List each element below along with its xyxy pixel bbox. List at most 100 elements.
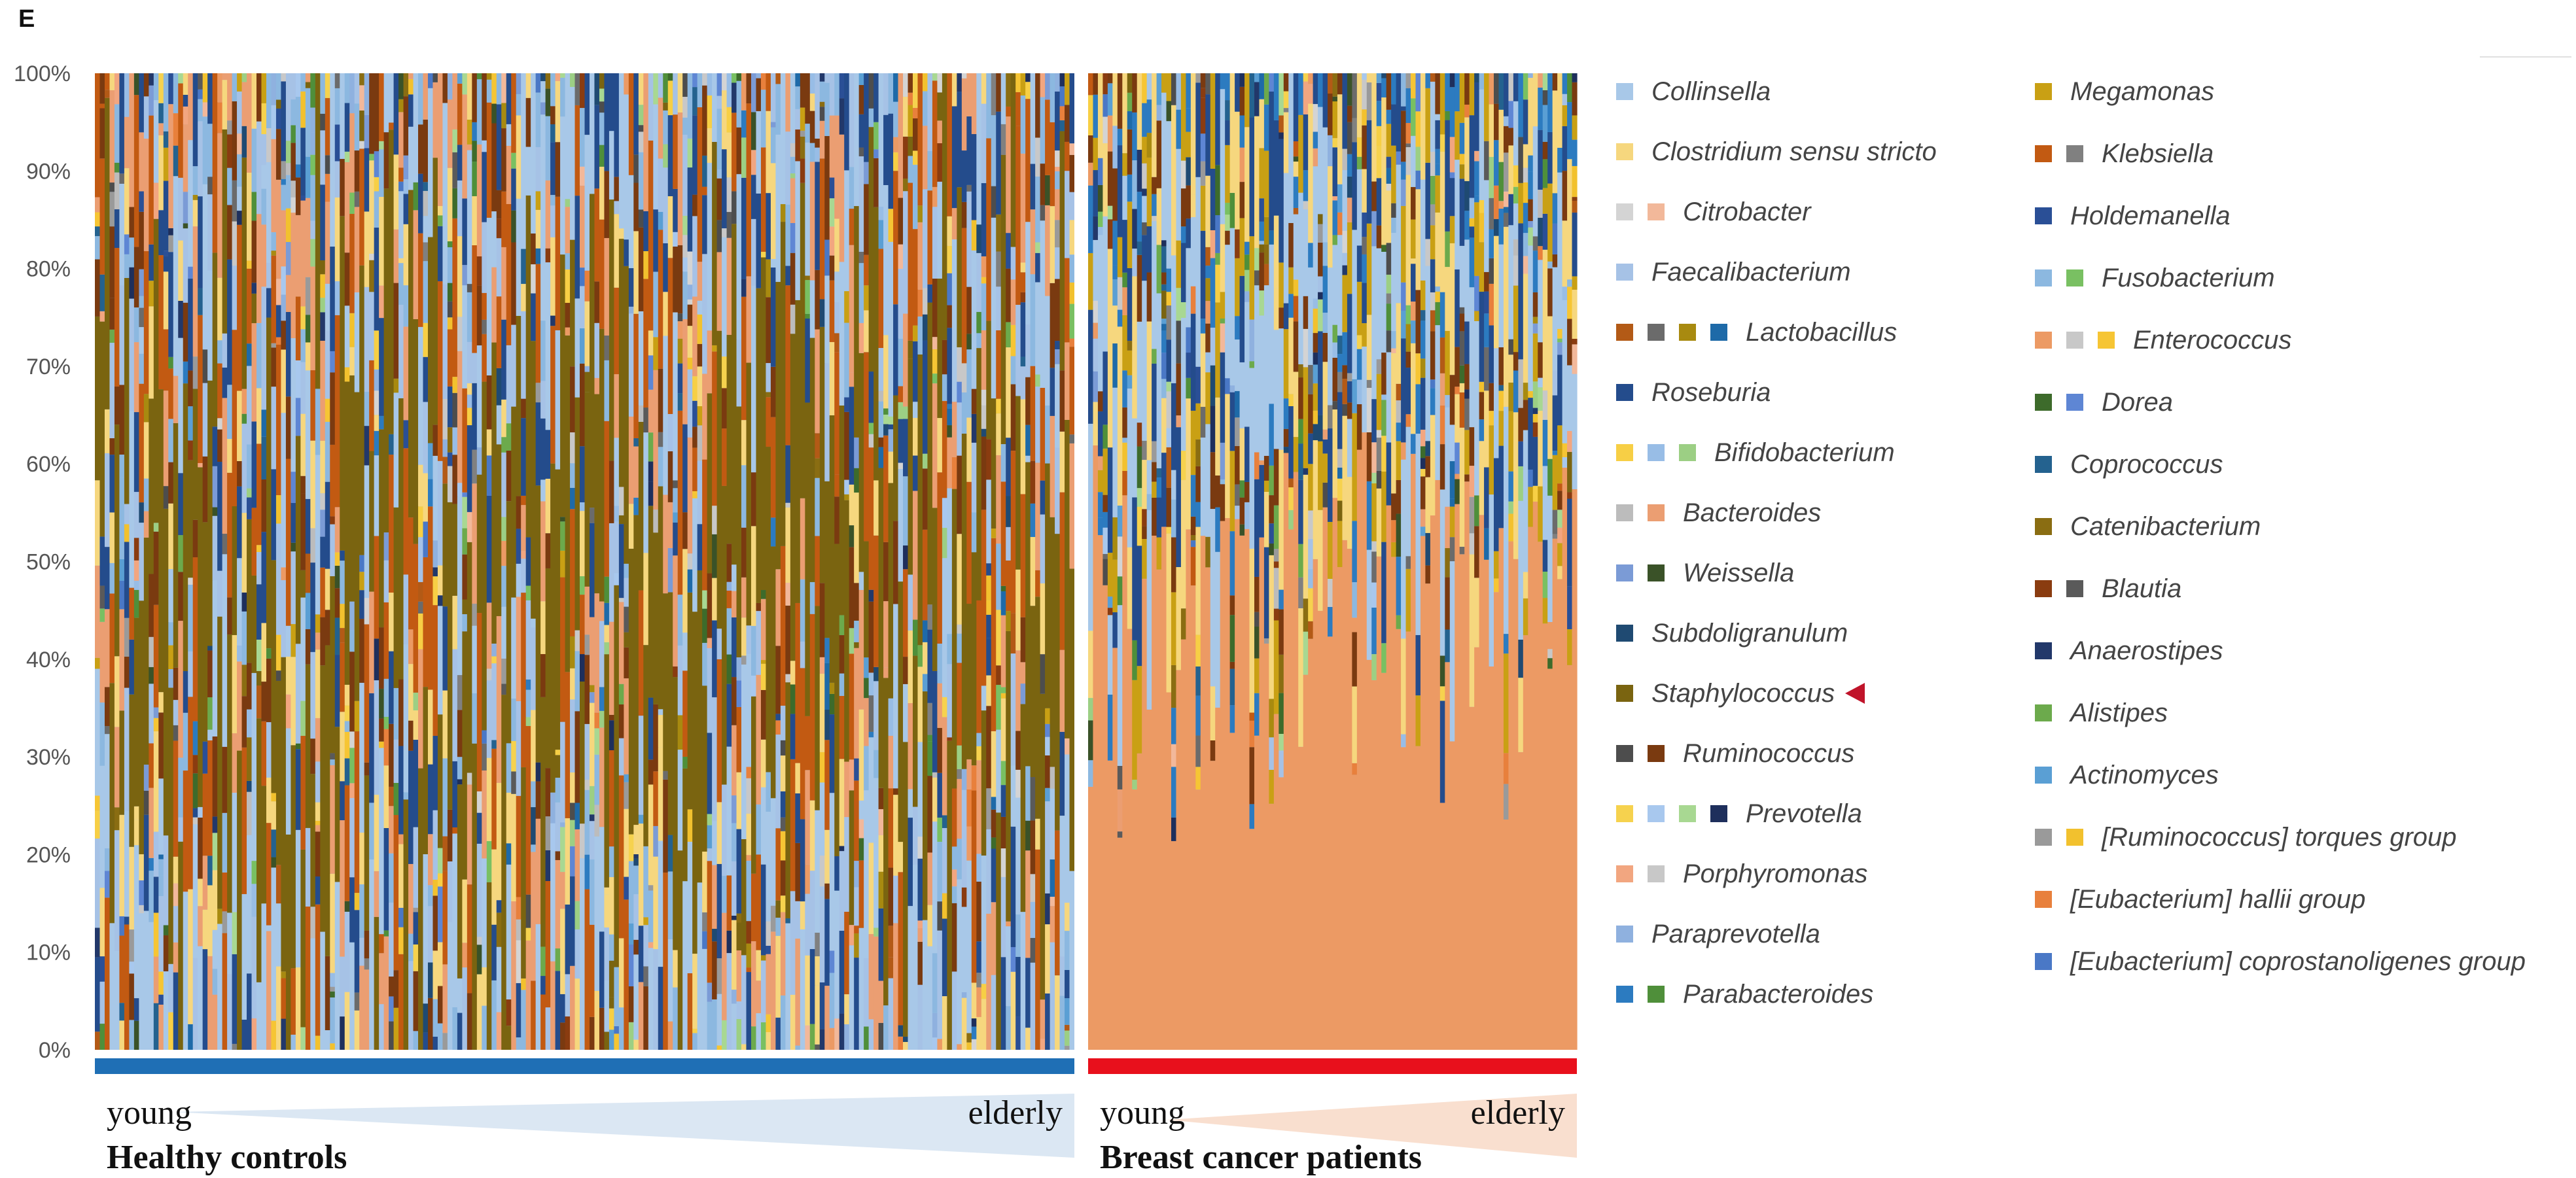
bar-segment <box>149 115 154 245</box>
axis-start-label: young <box>107 1094 192 1132</box>
bar-segment <box>1030 536 1036 606</box>
bar-segment <box>961 392 967 434</box>
bar-segment <box>760 663 767 690</box>
bar-segment <box>961 363 967 392</box>
bar-segment <box>658 97 663 159</box>
bar-segment <box>310 175 316 221</box>
bar-segment <box>1279 609 1284 655</box>
legend-label: Collinsella <box>1651 77 1771 106</box>
bar-segment <box>383 602 389 679</box>
bar-segment <box>1503 152 1509 192</box>
bar-segment <box>658 967 663 1050</box>
bar-segment <box>1210 365 1216 406</box>
bar-segment <box>1088 185 1094 253</box>
bar-segment <box>285 141 292 164</box>
bar-segment <box>1464 73 1470 105</box>
bar-segment <box>986 563 992 576</box>
bar-segment <box>633 854 639 859</box>
bar-segment <box>829 177 835 199</box>
bar-segment <box>315 820 321 825</box>
bar-segment <box>996 812 1002 1050</box>
bar-segment <box>1103 94 1108 117</box>
bar-segment <box>349 630 355 652</box>
bar-segment <box>1176 567 1182 670</box>
bar-segment <box>614 585 620 967</box>
bar-segment <box>570 668 576 700</box>
bar-segment <box>540 418 546 480</box>
bar-segment <box>173 906 179 943</box>
bar-segment <box>163 971 169 1050</box>
bar-segment <box>251 323 257 422</box>
bar-segment <box>241 1019 247 1050</box>
bar-segment <box>354 701 360 732</box>
bar-segment <box>99 888 105 957</box>
bar-segment <box>1235 390 1241 418</box>
bar-segment <box>819 326 825 583</box>
bar-segment <box>295 215 301 297</box>
bar-segment <box>1396 513 1402 557</box>
bar-segment <box>1097 411 1104 457</box>
bar-segment <box>702 608 708 643</box>
bar-segment <box>932 349 938 374</box>
bar-segment <box>442 483 448 607</box>
bar-segment <box>868 737 874 843</box>
bar-segment <box>1538 73 1544 88</box>
bar-segment <box>217 340 223 364</box>
bar-segment <box>295 73 301 97</box>
bar-segment <box>1065 342 1070 420</box>
bar-segment <box>1235 73 1241 112</box>
bar-segment <box>119 1020 125 1050</box>
bar-segment <box>981 428 987 437</box>
bar-segment <box>237 154 243 187</box>
bar-segment <box>163 925 169 936</box>
bar-segment <box>1180 73 1186 161</box>
legend-swatch <box>1679 324 1696 341</box>
bar-segment <box>462 528 468 555</box>
bar-segment <box>1107 151 1113 206</box>
bar-segment <box>996 286 1002 331</box>
bar-segment <box>447 73 453 100</box>
bar-segment <box>732 564 737 591</box>
bar-segment <box>1303 296 1309 329</box>
bar-segment <box>1195 502 1201 527</box>
bar-segment <box>1474 495 1480 527</box>
bar-segment <box>359 141 365 149</box>
bar-segment <box>1455 394 1460 443</box>
legend-item: Bacteroides <box>1616 498 1821 527</box>
bar-segment <box>476 79 482 145</box>
bar-segment <box>1538 377 1544 388</box>
bar-segment <box>1552 193 1558 224</box>
bar-segment <box>1030 820 1036 875</box>
bar-segment <box>1050 283 1055 368</box>
bar-segment <box>1146 272 1152 322</box>
bar-segment <box>291 181 296 198</box>
bar-segment <box>560 116 566 255</box>
bar-segment <box>604 602 610 625</box>
legend-label: Clostridium sensu stricto <box>1651 137 1937 166</box>
bar-segment <box>574 901 580 929</box>
bar-segment <box>364 465 370 598</box>
bar-segment <box>888 978 894 1050</box>
bar-segment <box>893 604 899 789</box>
bar-segment <box>1254 452 1260 479</box>
bar-segment <box>560 872 566 909</box>
bar-segment <box>555 851 561 860</box>
bar-segment <box>1030 938 1036 963</box>
bar-segment <box>330 516 336 525</box>
bar-segment <box>1391 145 1397 203</box>
bar-segment <box>432 605 438 736</box>
bar-segment <box>570 86 576 240</box>
bar-segment <box>800 668 805 820</box>
bar-segment <box>839 673 845 697</box>
bar-segment <box>188 440 194 460</box>
legend-item: Dorea <box>2035 388 2173 417</box>
bar-segment <box>809 162 815 281</box>
bar-segment <box>261 188 267 225</box>
bar-segment <box>158 778 164 855</box>
bar-segment <box>1572 344 1578 374</box>
bar-segment <box>589 685 595 693</box>
bar-segment <box>129 298 135 411</box>
bar-segment <box>618 775 624 939</box>
legend-item: [Ruminococcus] torques group <box>2035 823 2457 852</box>
bar-segment <box>1303 468 1309 475</box>
